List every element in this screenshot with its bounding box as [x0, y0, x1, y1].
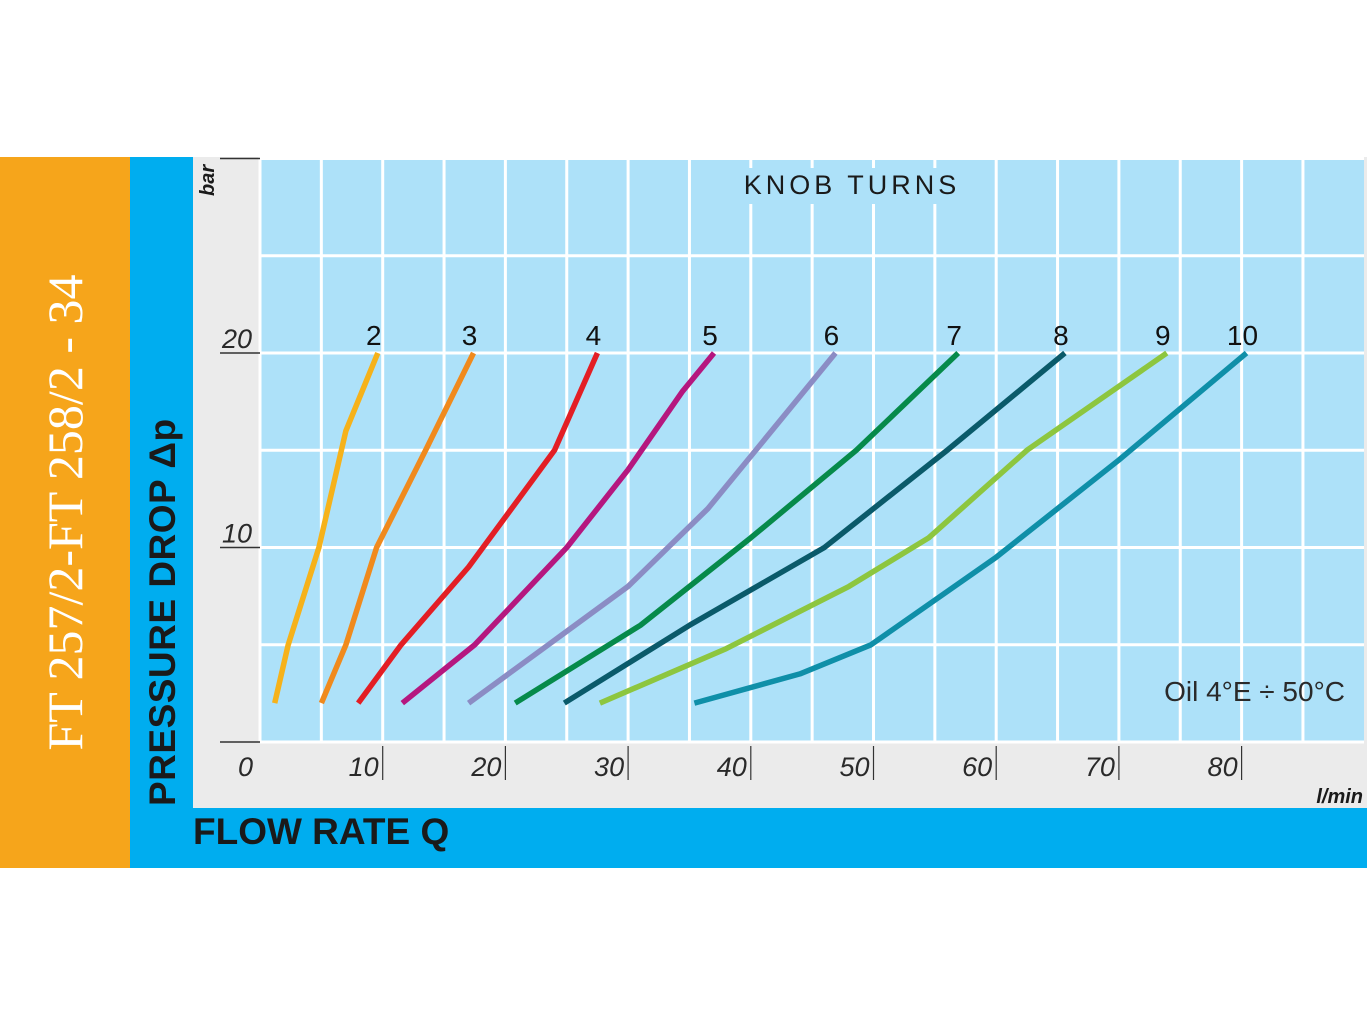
curve-turn-8 [562, 350, 1067, 706]
y-tick-label: 20 [221, 324, 252, 354]
x-tick-label: 10 [349, 752, 379, 782]
grid [258, 157, 1364, 744]
x-tick-label: 80 [1208, 752, 1238, 782]
curve-label-4: 4 [586, 320, 602, 351]
x-tick-label: 0 [238, 752, 253, 782]
x-axis-title: FLOW RATE Q [193, 811, 450, 852]
curve-turn-4 [355, 351, 600, 705]
curve-label-5: 5 [702, 320, 718, 351]
curve-label-10: 10 [1227, 320, 1258, 351]
curve-label-7: 7 [946, 320, 962, 351]
oil-condition-note: Oil 4°E ÷ 50°C [1164, 676, 1345, 707]
y-unit-label: bar [197, 164, 219, 196]
x-tick-label: 20 [470, 752, 501, 782]
curve-label-2: 2 [366, 320, 382, 351]
x-unit-label: l/min [1316, 786, 1363, 808]
curve-turn-6 [466, 351, 838, 706]
curve-turn-3 [318, 351, 476, 705]
curve-turn-5 [400, 351, 717, 706]
x-tick-label: 70 [1085, 752, 1115, 782]
curve-turn-10 [693, 350, 1249, 706]
curves [272, 350, 1249, 706]
title-backing [733, 168, 971, 204]
curve-label-9: 9 [1155, 320, 1171, 351]
x-tick-label: 40 [717, 752, 747, 782]
curve-turn-9 [598, 350, 1169, 706]
labels: 10 20 0 10 20 30 40 50 60 70 80 2 3 4 5 6 7 8 9 10 [220, 157, 1258, 782]
x-tick-label: 50 [839, 752, 869, 782]
curve-label-8: 8 [1053, 320, 1069, 351]
chart-title: KNOB TURNS [744, 170, 961, 200]
x-tick-label: 60 [962, 752, 992, 782]
curve-label-6: 6 [824, 320, 840, 351]
side-band [0, 157, 130, 868]
y-tick-label: 10 [222, 519, 252, 549]
curve-turn-2 [272, 351, 381, 704]
x-tick-label: 30 [594, 752, 624, 782]
curve-turn-7 [513, 351, 961, 706]
curve-label-3: 3 [462, 320, 478, 351]
